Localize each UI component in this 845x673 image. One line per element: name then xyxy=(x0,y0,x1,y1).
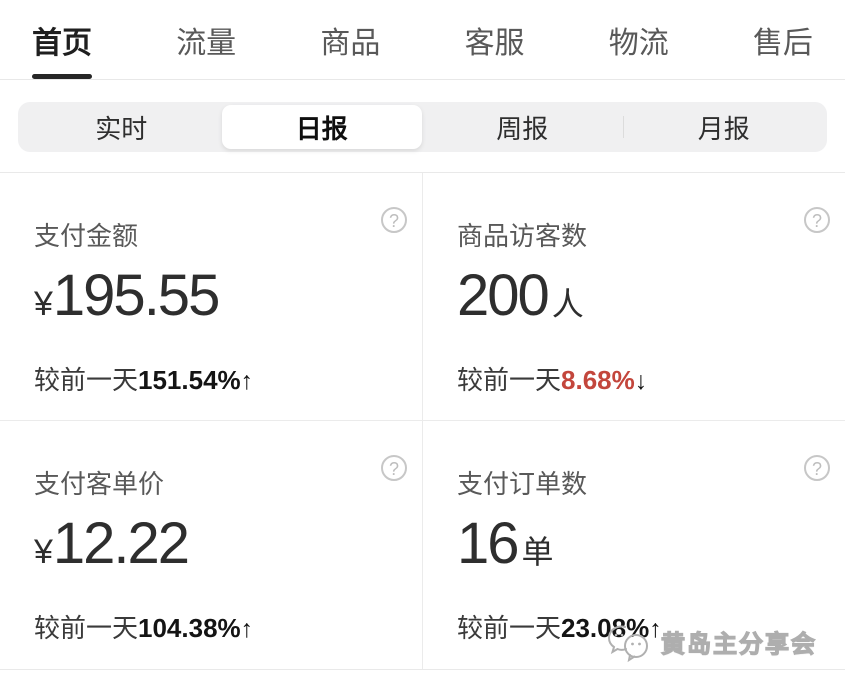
tab-traffic-label: 流量 xyxy=(176,26,237,60)
metric-unit xyxy=(218,286,222,322)
tab-products-label: 商品 xyxy=(320,26,381,60)
tab-products[interactable]: 商品 xyxy=(320,0,380,79)
metric-value: 200 人 xyxy=(457,265,825,342)
metric-title: 支付金额 xyxy=(34,221,139,251)
change-percent: 23.08% xyxy=(561,613,650,643)
tab-traffic[interactable]: 流量 xyxy=(176,0,236,79)
metric-card-payment-amount: 支付金额 ¥195.55 较前一天151.54%↑ ? xyxy=(0,173,423,421)
segment-realtime-label: 实时 xyxy=(95,113,148,144)
metric-card-avg-order-value: 支付客单价 ¥12.22 较前一天104.38%↑ ? xyxy=(0,421,423,669)
tab-customer-service[interactable]: 客服 xyxy=(465,0,525,79)
metric-unit xyxy=(188,534,192,570)
metric-number: 16 xyxy=(457,511,519,576)
metric-unit: 单 xyxy=(521,534,554,570)
metric-number: 200 xyxy=(457,263,550,328)
segment-daily-label: 日报 xyxy=(295,113,348,144)
segment-monthly[interactable]: 月报 xyxy=(624,105,825,149)
compare-label: 较前一天 xyxy=(457,365,562,395)
top-nav: 首页 流量 商品 客服 物流 售后 xyxy=(0,0,845,80)
segment-daily[interactable]: 日报 xyxy=(221,105,422,149)
metric-card-product-visitors: 商品访客数 200 人 较前一天8.68%↓ ? xyxy=(423,173,845,421)
tab-customer-service-label: 客服 xyxy=(464,26,525,60)
compare-label: 较前一天 xyxy=(34,365,139,395)
help-icon[interactable]: ? xyxy=(804,207,830,233)
compare-label: 较前一天 xyxy=(457,613,562,643)
help-icon[interactable]: ? xyxy=(804,455,830,481)
metric-value: ¥195.55 xyxy=(34,265,402,342)
metric-change: 较前一天8.68%↓ xyxy=(457,364,825,397)
tab-home-label: 首页 xyxy=(32,26,92,60)
trend-up-icon: ↑ xyxy=(240,367,254,395)
change-percent: 104.38% xyxy=(138,613,241,643)
change-percent: 151.54% xyxy=(138,365,241,395)
metrics-grid: 支付金额 ¥195.55 较前一天151.54%↑ ? 商品访客数 200 人 较… xyxy=(0,172,845,670)
metric-change: 较前一天151.54%↑ xyxy=(34,364,402,397)
metric-value: 16 单 xyxy=(457,513,825,590)
metric-title: 支付客单价 xyxy=(34,469,165,499)
metric-change: 较前一天23.08%↑ xyxy=(457,612,825,645)
metric-number: 195.55 xyxy=(52,263,220,328)
metric-card-paid-orders: 支付订单数 16 单 较前一天23.08%↑ ? xyxy=(423,421,845,669)
compare-label: 较前一天 xyxy=(34,613,139,643)
currency-symbol: ¥ xyxy=(34,285,53,323)
tab-aftersales-label: 售后 xyxy=(752,26,813,60)
metric-number: 12.22 xyxy=(52,511,190,576)
active-tab-underline xyxy=(32,74,92,79)
tab-logistics[interactable]: 物流 xyxy=(609,0,669,79)
tab-home[interactable]: 首页 xyxy=(32,0,92,79)
help-icon[interactable]: ? xyxy=(381,207,407,233)
segment-weekly-label: 周报 xyxy=(496,113,549,144)
tab-logistics-label: 物流 xyxy=(608,26,669,60)
segment-monthly-label: 月报 xyxy=(697,113,750,144)
currency-symbol: ¥ xyxy=(34,533,53,571)
segment-divider xyxy=(622,116,624,138)
trend-up-icon: ↑ xyxy=(649,615,662,643)
help-icon[interactable]: ? xyxy=(381,455,407,481)
segment-realtime[interactable]: 实时 xyxy=(21,105,222,149)
metric-title: 商品访客数 xyxy=(457,221,588,251)
trend-up-icon: ↑ xyxy=(240,615,254,643)
metric-change: 较前一天104.38%↑ xyxy=(34,612,402,645)
tab-aftersales[interactable]: 售后 xyxy=(753,0,813,79)
period-segmented-control: 实时 日报 周报 月报 xyxy=(18,102,827,152)
segment-weekly[interactable]: 周报 xyxy=(422,105,623,149)
metric-value: ¥12.22 xyxy=(34,513,402,590)
trend-down-icon: ↓ xyxy=(634,367,648,395)
metric-unit: 人 xyxy=(551,286,584,322)
metric-title: 支付订单数 xyxy=(457,469,588,499)
change-percent: 8.68% xyxy=(561,365,635,395)
